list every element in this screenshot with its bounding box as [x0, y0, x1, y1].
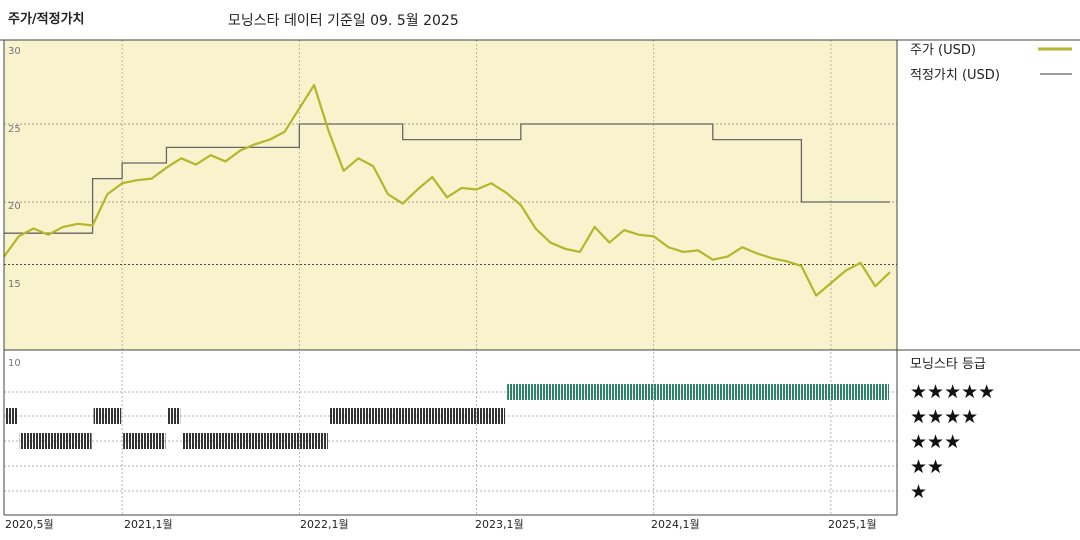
x-tick-label: 2023,1월	[475, 518, 524, 531]
rating-bar-3-stars	[123, 433, 166, 449]
rating-bar-4-stars	[5, 408, 18, 424]
chart-title: 주가/적정가치	[8, 12, 85, 27]
rating-bar-3-stars	[182, 433, 328, 449]
rating-bar-4-stars	[167, 408, 181, 424]
rating-5-stars: ★★★★★	[910, 381, 995, 403]
rating-bars	[5, 384, 889, 449]
y-tick-label: 10	[8, 358, 21, 369]
rating-bar-4-stars	[329, 408, 506, 424]
rating-4-stars: ★★★★	[910, 406, 978, 428]
rating-bar-4-stars	[93, 408, 122, 424]
series-layer	[3, 83, 891, 297]
price-line	[3, 83, 891, 297]
rating-bar-5-stars	[507, 384, 889, 400]
x-tick-label: 2024,1월	[651, 518, 700, 531]
rating-panel-title: 모닝스타 등급	[910, 357, 986, 372]
legend-price-label: 주가 (USD)	[910, 43, 976, 58]
rating-3-stars: ★★★	[910, 431, 961, 453]
legend-fair-label: 적정가치 (USD)	[910, 68, 1000, 83]
x-tick-label: 2025,1월	[828, 518, 877, 531]
x-tick-label: 2022,1월	[300, 518, 349, 531]
y-tick-label: 20	[8, 201, 21, 212]
grid	[4, 40, 897, 515]
y-tick-label: 25	[8, 124, 21, 135]
rating-bar-3-stars	[19, 433, 92, 449]
x-tick-label: 2020,5월	[5, 518, 54, 531]
rating-1-star: ★	[910, 481, 927, 503]
y-tick-label: 30	[8, 46, 21, 57]
rating-panel-background	[4, 350, 897, 515]
y-tick-label: 15	[8, 279, 21, 290]
rating-2-stars: ★★	[910, 456, 944, 478]
fair-value-line	[4, 123, 890, 234]
x-tick-label: 2021,1월	[124, 518, 173, 531]
data-date-subtitle: 모닝스타 데이터 기준일 09. 5월 2025	[228, 13, 459, 29]
